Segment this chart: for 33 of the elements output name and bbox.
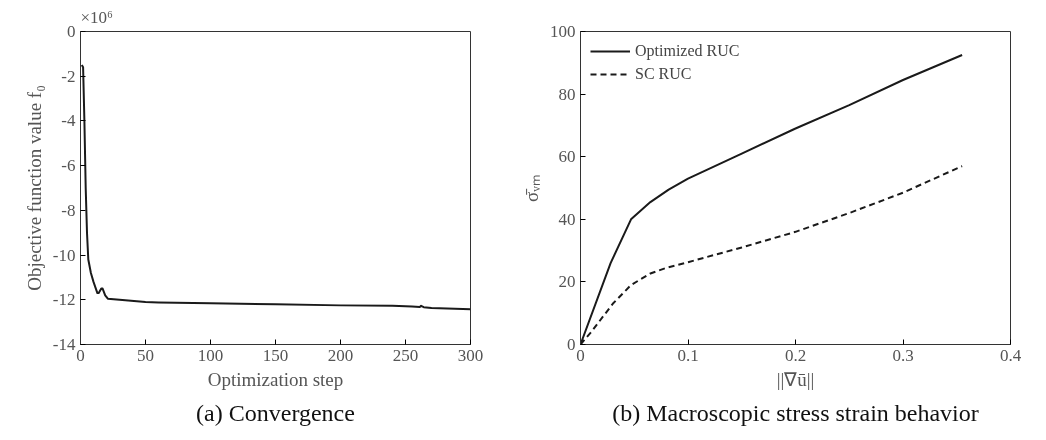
x-tick-label: 300 <box>457 345 484 365</box>
y-axis-title: σ̄ᵥₘ <box>521 174 542 202</box>
x-axis-title: ||∇ū|| <box>776 368 815 390</box>
text: (a) Convergence <box>196 399 355 426</box>
y-tick-label: -14 <box>52 335 76 354</box>
x-tick-label: 200 <box>327 345 354 365</box>
y-tick-label: 100 <box>550 22 576 41</box>
legend-label: SC RUC <box>635 65 692 83</box>
line-series <box>80 64 471 311</box>
x-tick-label: 100 <box>197 345 224 365</box>
y-axis-title: Objective function value f₀ <box>23 85 45 291</box>
x-tick-label: 0.3 <box>892 345 914 365</box>
legend-label: Optimized RUC <box>635 42 740 60</box>
y-tick-label: 0 <box>67 22 76 41</box>
y-tick-label: -6 <box>61 156 76 176</box>
text: (b) Macroscopic stress strain behavior <box>612 399 979 426</box>
y-tick-label: 40 <box>558 209 576 229</box>
y-tick-label: -8 <box>61 200 76 220</box>
x-tick-label: 0.1 <box>677 345 699 365</box>
x-tick-label: 50 <box>137 345 154 365</box>
y-tick-label: -10 <box>52 245 76 265</box>
y-tick-label: -2 <box>61 66 76 86</box>
y-tick-label: 20 <box>558 272 576 292</box>
y-tick-label: 80 <box>558 84 576 104</box>
text: ×10⁶ <box>80 7 114 27</box>
y-tick-label: -12 <box>52 290 76 310</box>
x-tick-label: 250 <box>392 345 419 365</box>
x-tick-label: 0.2 <box>784 345 807 365</box>
y-tick-label: -4 <box>61 111 76 131</box>
x-tick-label: 150 <box>262 345 289 365</box>
y-tick-label: 60 <box>558 147 576 167</box>
x-tick-label: 0.4 <box>999 345 1022 365</box>
x-axis-title: Optimization step <box>207 368 344 390</box>
